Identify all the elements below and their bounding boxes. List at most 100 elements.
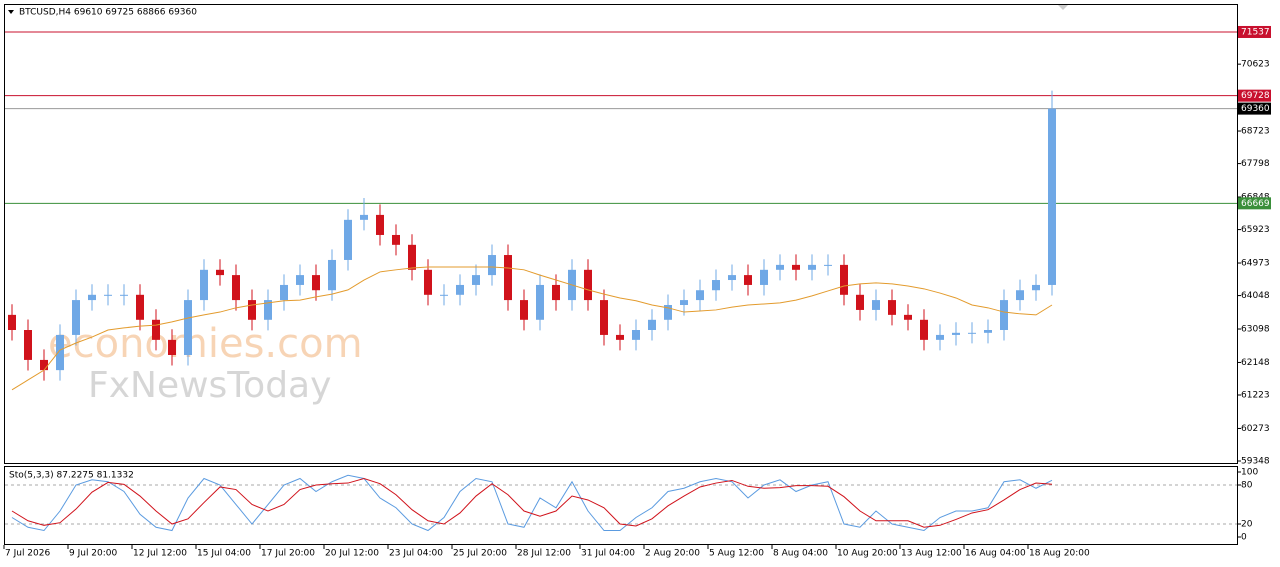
y-tick-label: 68723	[1241, 127, 1270, 137]
candle-body	[808, 264, 816, 270]
candle-body	[472, 275, 480, 285]
x-tick-label: 15 Jul 04:00	[197, 549, 251, 559]
chart-title: BTCUSD,H4 69610 69725 68866 69360	[19, 8, 197, 18]
price-panel	[4, 4, 1238, 464]
x-tick-label: 17 Jul 20:00	[261, 549, 315, 559]
x-tick-label: 18 Aug 20:00	[1029, 549, 1090, 559]
level-label: 66669	[1241, 199, 1270, 209]
level-badge	[1238, 197, 1271, 210]
candle-body	[872, 300, 880, 310]
candle-body	[632, 330, 640, 340]
x-tick-label: 23 Jul 04:00	[389, 549, 443, 559]
candle-body	[504, 255, 512, 301]
candle-body	[696, 290, 704, 301]
y-tick-label: 100	[1241, 468, 1258, 478]
x-tick-label: 2 Aug 20:00	[645, 549, 700, 559]
candle-body	[1000, 300, 1008, 331]
level-label: 71537	[1241, 27, 1270, 37]
candle-body	[280, 284, 288, 301]
x-tick-label: 8 Aug 04:00	[773, 549, 828, 559]
candle-body	[312, 275, 320, 291]
candle-body	[40, 359, 48, 371]
candle-body	[776, 264, 784, 270]
candle-body	[56, 334, 64, 371]
x-tick-label: 12 Jul 12:00	[133, 549, 187, 559]
y-tick-label: 80	[1241, 481, 1253, 491]
y-tick-label: 67798	[1241, 159, 1270, 169]
x-tick-label: 31 Jul 04:00	[581, 549, 635, 559]
level-badge	[1238, 89, 1271, 102]
oscillator-title: Sto(5,3,3) 87.2275 81.1332	[9, 471, 134, 481]
candle-body	[408, 244, 416, 270]
candle-body	[824, 264, 832, 266]
candle-body	[920, 319, 928, 340]
moving-average	[11, 266, 1053, 391]
candle-body	[584, 269, 592, 301]
candle-body	[8, 314, 16, 331]
level-badge	[1238, 25, 1271, 38]
candle-body	[344, 219, 352, 260]
candle-body	[888, 300, 896, 315]
level-label: 69728	[1241, 91, 1270, 101]
candle-body	[616, 334, 624, 340]
y-tick-label: 64973	[1241, 259, 1270, 269]
candle-body	[840, 264, 848, 295]
candle-body	[120, 294, 128, 296]
x-tick-label: 7 Jul 2026	[5, 549, 50, 559]
candle-body	[1048, 108, 1056, 285]
candle-body	[536, 284, 544, 320]
candle-body	[936, 334, 944, 340]
y-tick-label: 63098	[1241, 325, 1270, 335]
candle-body	[952, 332, 960, 335]
candle-body	[88, 294, 96, 301]
candle-body	[184, 300, 192, 355]
candle-body	[552, 284, 560, 301]
y-tick-label: 70623	[1241, 60, 1270, 70]
candle-body	[440, 294, 448, 296]
y-tick-label: 0	[1241, 533, 1247, 543]
y-tick-label: 65923	[1241, 225, 1270, 235]
y-tick-label: 20	[1241, 520, 1253, 530]
candle-body	[232, 275, 240, 301]
candle-body	[152, 319, 160, 340]
candle-body	[744, 275, 752, 285]
x-tick-label: 13 Aug 12:00	[901, 549, 962, 559]
oscillator-line	[11, 477, 1053, 528]
candle-body	[712, 280, 720, 291]
candle-body	[264, 300, 272, 320]
candle-body	[968, 332, 976, 334]
x-tick-label: 28 Jul 12:00	[517, 549, 571, 559]
candle-body	[200, 269, 208, 301]
oscillator-line	[11, 474, 1053, 532]
candle-body	[168, 339, 176, 355]
candle-body	[424, 269, 432, 295]
candle-body	[792, 264, 800, 270]
y-tick-label: 62148	[1241, 358, 1270, 368]
candle-body	[104, 294, 112, 296]
x-tick-label: 16 Aug 04:00	[965, 549, 1026, 559]
x-tick-label: 9 Jul 20:00	[69, 549, 118, 559]
candle-body	[984, 330, 992, 333]
level-label: 69360	[1241, 104, 1270, 114]
oscillator-panel	[4, 466, 1238, 545]
candle-body	[856, 294, 864, 310]
candle-body	[728, 275, 736, 281]
x-tick-label: 25 Jul 20:00	[453, 549, 507, 559]
candle-body	[648, 319, 656, 331]
watermark-text: economies.com	[48, 321, 363, 367]
x-tick-label: 20 Jul 12:00	[325, 549, 379, 559]
watermark-text: FxNewsToday	[88, 365, 331, 406]
candle-body	[376, 214, 384, 235]
candle-body	[24, 330, 32, 360]
candle-body	[360, 214, 368, 220]
y-tick-label: 60273	[1241, 424, 1270, 434]
y-tick-label: 61223	[1241, 391, 1270, 401]
candle-body	[680, 300, 688, 306]
candle-body	[488, 255, 496, 276]
y-tick-label: 64048	[1241, 291, 1270, 301]
y-tick-label: 59348	[1241, 457, 1270, 467]
candle-body	[216, 269, 224, 276]
